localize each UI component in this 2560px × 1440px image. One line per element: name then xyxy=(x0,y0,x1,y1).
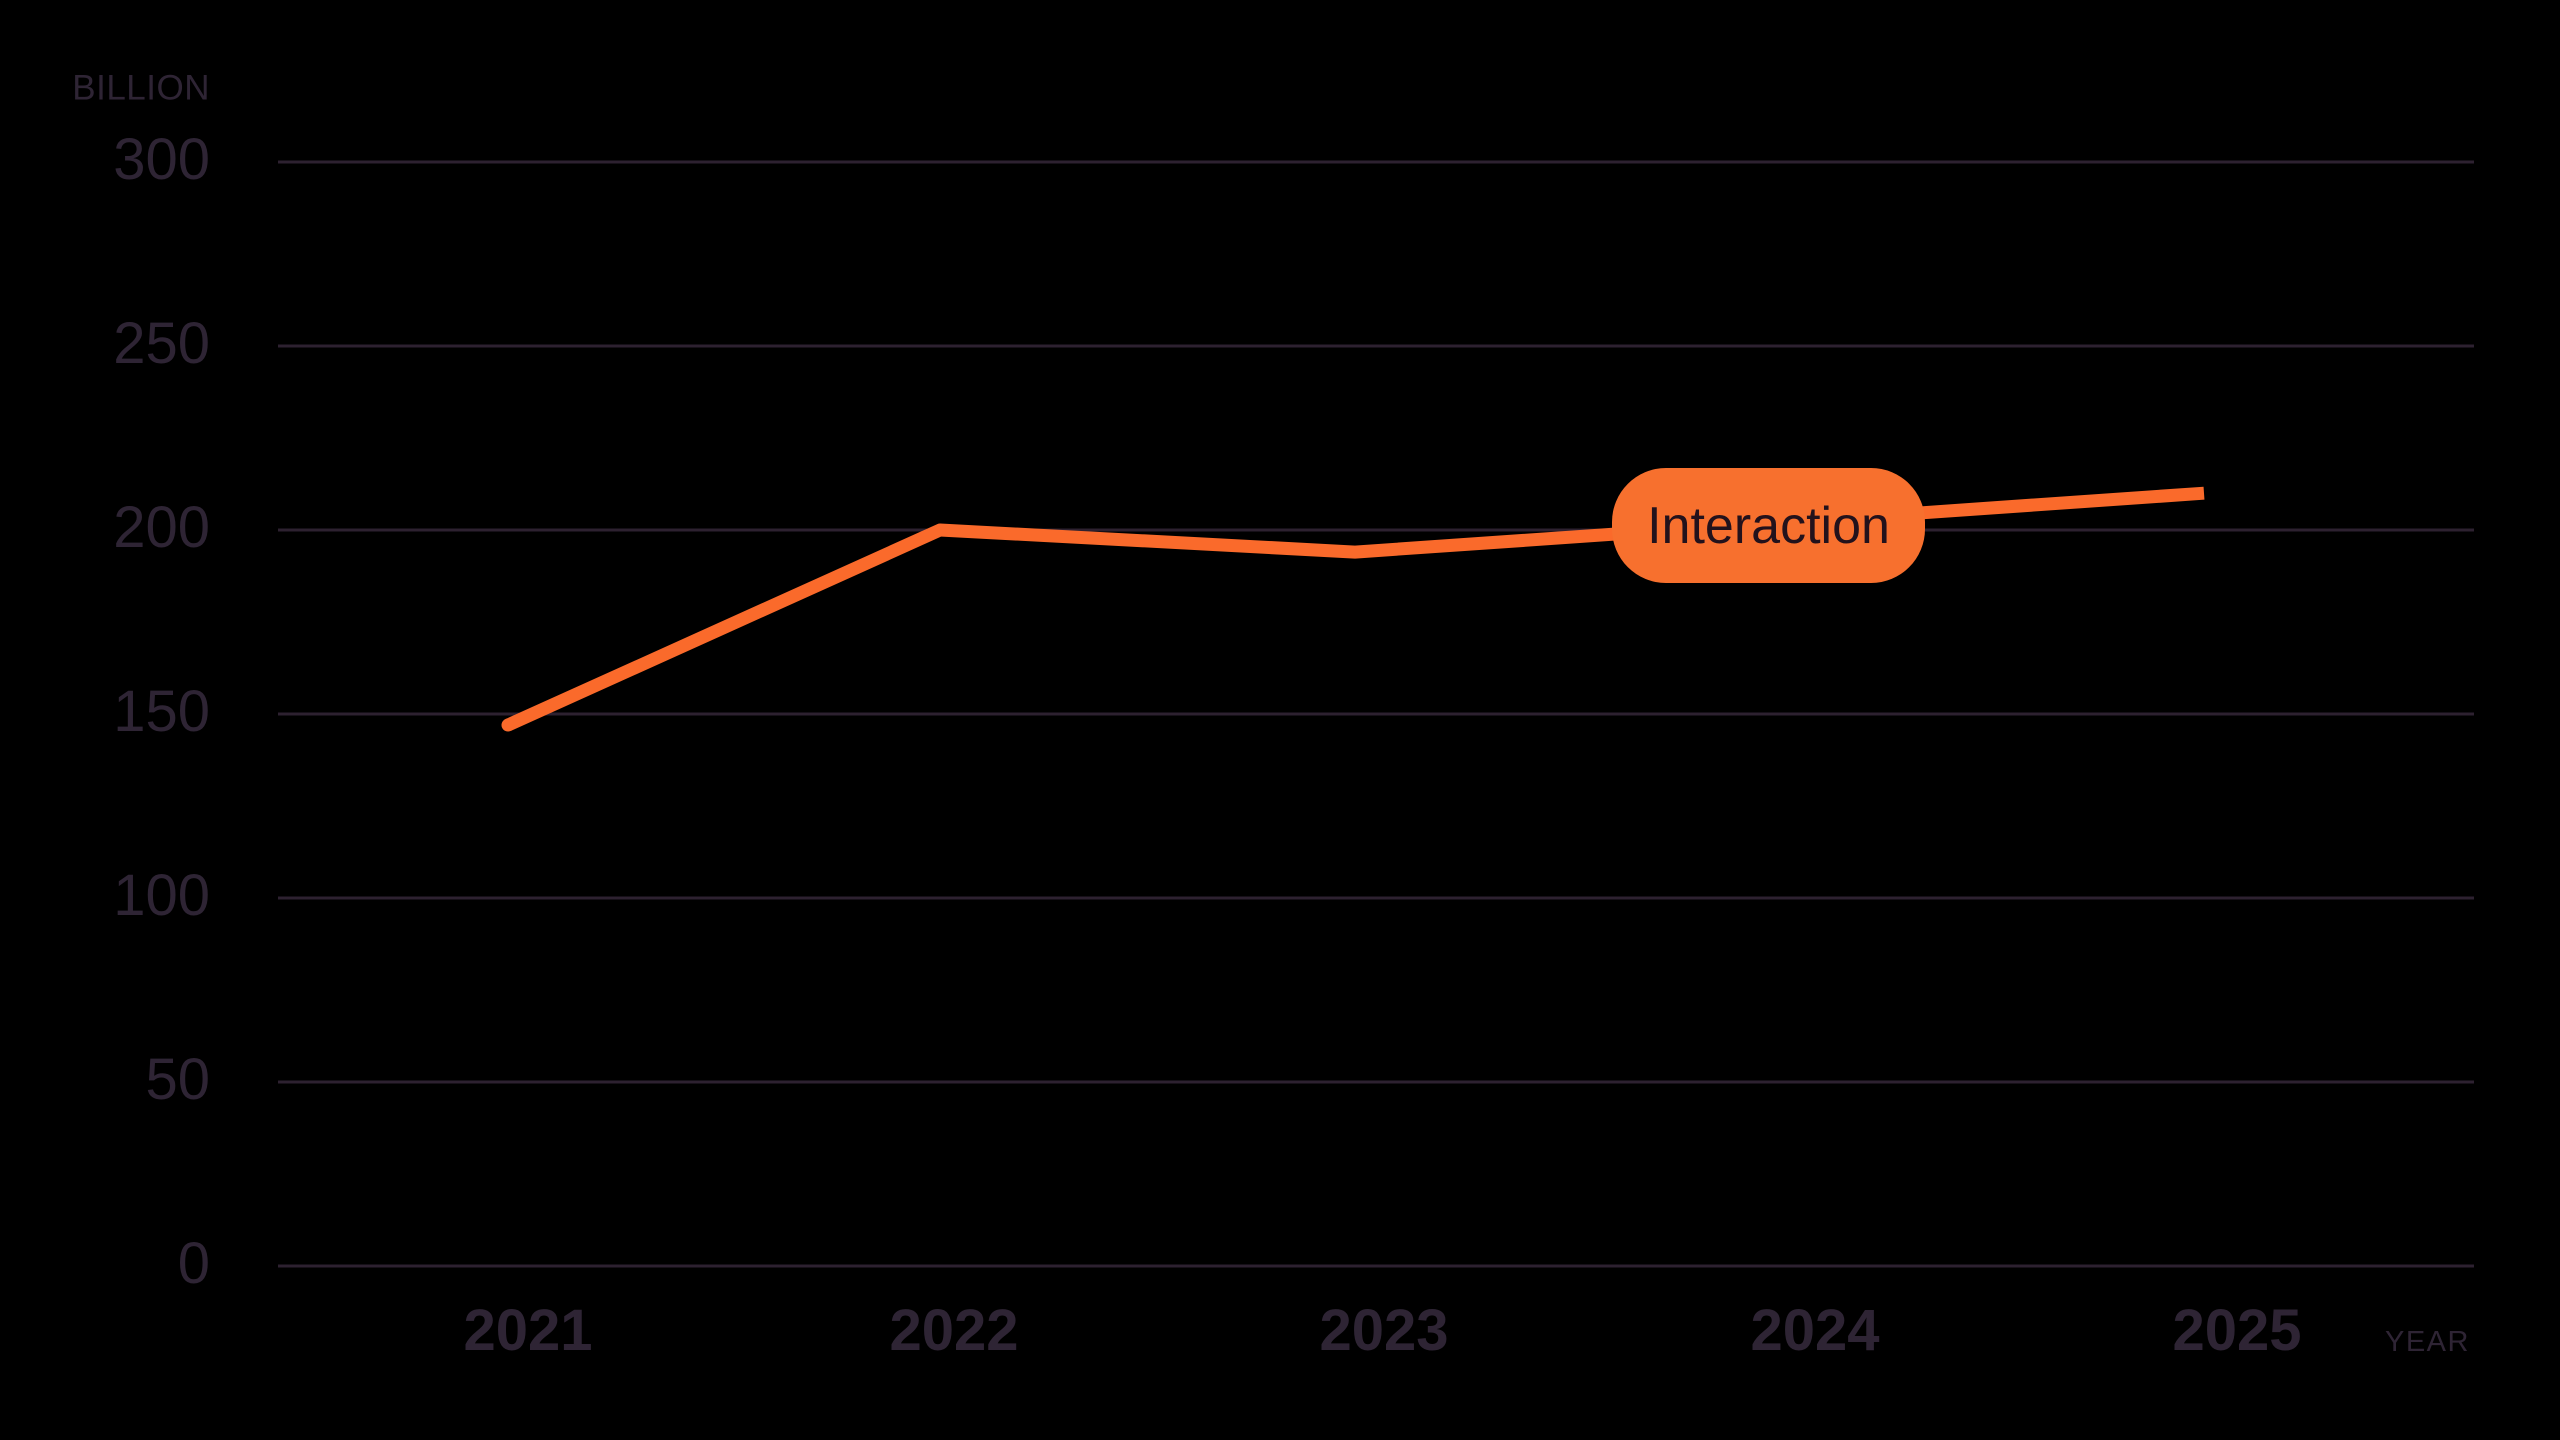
x-axis-label: YEAR xyxy=(2385,1325,2470,1358)
data-line-start-cap xyxy=(501,718,515,732)
y-tick-label: 0 xyxy=(177,1230,210,1296)
series-annotation-badge: Interaction xyxy=(1612,468,1925,583)
y-tick-label: 300 xyxy=(113,126,210,192)
x-tick-label: 2022 xyxy=(889,1298,1019,1364)
y-tick-label: 100 xyxy=(113,862,210,928)
y-tick-label: 250 xyxy=(113,310,210,376)
x-tick-label: 2025 xyxy=(2172,1298,2302,1364)
series-annotation-badge-label: Interaction xyxy=(1647,496,1890,555)
data-line xyxy=(505,486,2205,731)
x-tick-label: 2021 xyxy=(463,1298,593,1364)
y-tick-label: 200 xyxy=(113,494,210,560)
y-tick-label: 150 xyxy=(113,678,210,744)
x-tick-label: 2023 xyxy=(1319,1298,1449,1364)
y-tick-label: 50 xyxy=(145,1046,210,1112)
x-tick-label: 2024 xyxy=(1750,1298,1880,1364)
y-axis-unit-label: BILLION xyxy=(72,68,210,108)
